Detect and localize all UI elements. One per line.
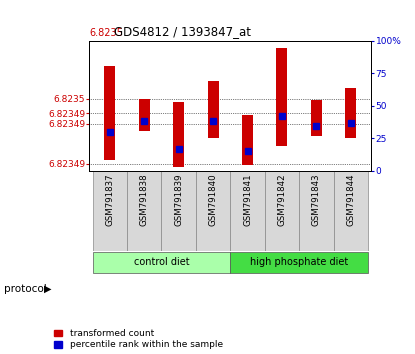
Bar [230,171,265,251]
Bar [276,48,288,145]
Text: 6.8235: 6.8235 [89,28,123,38]
Bar [196,171,230,251]
Text: GSM791841: GSM791841 [243,173,252,226]
Bar [93,171,127,251]
Bar [334,171,368,251]
Bar [104,66,115,160]
Bar [208,80,219,138]
Text: GDS4812 / 1393847_at: GDS4812 / 1393847_at [114,25,251,38]
Text: GSM791839: GSM791839 [174,173,183,226]
Text: ▶: ▶ [44,284,51,293]
Bar [311,100,322,136]
Text: high phosphate diet: high phosphate diet [250,257,348,267]
Text: GSM791840: GSM791840 [209,173,217,226]
Bar [242,115,253,165]
Text: control diet: control diet [134,257,189,267]
Text: GSM791842: GSM791842 [278,173,286,226]
Bar [139,99,150,131]
Bar [93,252,230,273]
Bar [161,171,196,251]
Bar [345,88,356,138]
Text: GSM791837: GSM791837 [105,173,115,226]
Bar [299,171,334,251]
Bar [173,102,184,167]
Text: GSM791844: GSM791844 [346,173,355,226]
Bar [265,171,299,251]
Bar [127,171,161,251]
Text: protocol: protocol [4,284,47,293]
Legend: transformed count, percentile rank within the sample: transformed count, percentile rank withi… [54,329,223,349]
Text: GSM791843: GSM791843 [312,173,321,226]
Bar [230,252,368,273]
Text: GSM791838: GSM791838 [140,173,149,226]
